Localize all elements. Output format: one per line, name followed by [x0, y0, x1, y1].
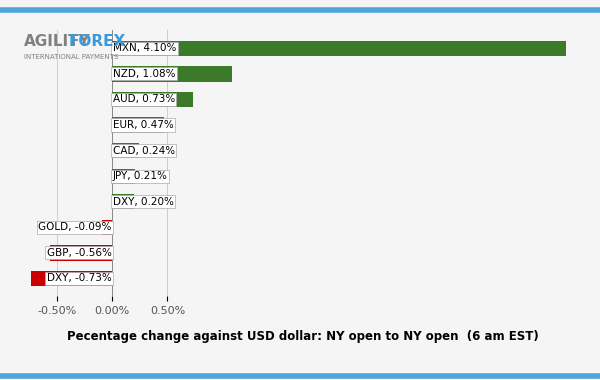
Text: DXY, -0.73%: DXY, -0.73% [47, 274, 112, 283]
X-axis label: Pecentage change against USD dollar: NY open to NY open  (6 am EST): Pecentage change against USD dollar: NY … [67, 330, 539, 343]
Text: AGILITY: AGILITY [24, 33, 91, 49]
Bar [102, 220, 112, 235]
Bar [112, 117, 164, 133]
Bar [112, 143, 139, 158]
Text: MXN, 4.10%: MXN, 4.10% [113, 43, 176, 53]
Text: AUD, 0.73%: AUD, 0.73% [113, 95, 175, 105]
Text: NZD, 1.08%: NZD, 1.08% [113, 69, 175, 79]
Text: EUR, 0.47%: EUR, 0.47% [113, 120, 173, 130]
Text: JPY, 0.21%: JPY, 0.21% [113, 171, 167, 181]
Text: GBP, -0.56%: GBP, -0.56% [47, 248, 112, 258]
Bar [112, 66, 232, 82]
Bar [31, 271, 112, 286]
Text: CAD, 0.24%: CAD, 0.24% [113, 146, 175, 156]
Bar [112, 92, 193, 107]
Bar [112, 41, 566, 56]
Text: FOREX: FOREX [69, 33, 126, 49]
Bar [112, 168, 136, 184]
Text: GOLD, -0.09%: GOLD, -0.09% [38, 222, 112, 232]
Bar [112, 194, 134, 209]
Text: INTERNATIONAL PAYMENTS: INTERNATIONAL PAYMENTS [24, 54, 118, 60]
Bar [50, 245, 112, 261]
Text: DXY, 0.20%: DXY, 0.20% [113, 197, 173, 207]
